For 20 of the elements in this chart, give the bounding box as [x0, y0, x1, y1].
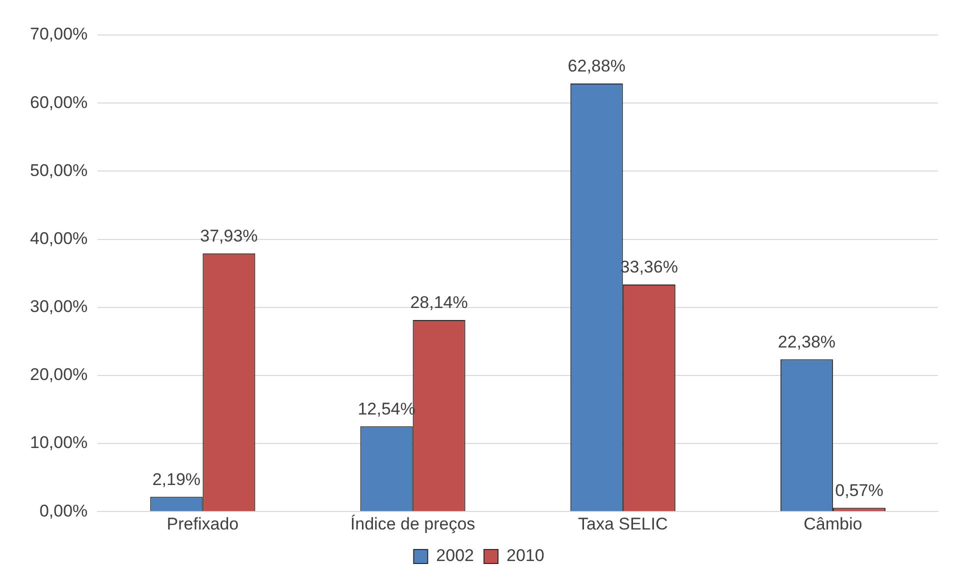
y-tick-label: 50,00% [30, 160, 88, 180]
data-label: 62,88% [568, 56, 626, 76]
legend-label: 2010 [506, 546, 544, 566]
x-tick-label: Prefixado [166, 514, 239, 534]
y-tick-label: 20,00% [30, 365, 88, 384]
y-tick-label: 10,00% [30, 433, 88, 452]
y-tick-label: 40,00% [30, 228, 88, 248]
data-label: 37,93% [200, 226, 258, 246]
y-tick-label: 0,00% [39, 501, 88, 520]
x-tick-label: Taxa SELIC [578, 514, 668, 534]
y-tick-label: 60,00% [30, 92, 88, 112]
data-label: 2,19% [152, 470, 201, 489]
data-label: 22,38% [778, 332, 836, 352]
data-label: 28,14% [410, 293, 468, 312]
y-tick-label: 30,00% [30, 297, 88, 316]
data-label: 0,57% [835, 480, 884, 500]
x-tick-label: Câmbio [804, 514, 862, 534]
y-tick-label: 70,00% [30, 24, 88, 44]
x-tick-label: Índice de preços [350, 514, 476, 534]
legend-label: 2002 [436, 546, 474, 566]
